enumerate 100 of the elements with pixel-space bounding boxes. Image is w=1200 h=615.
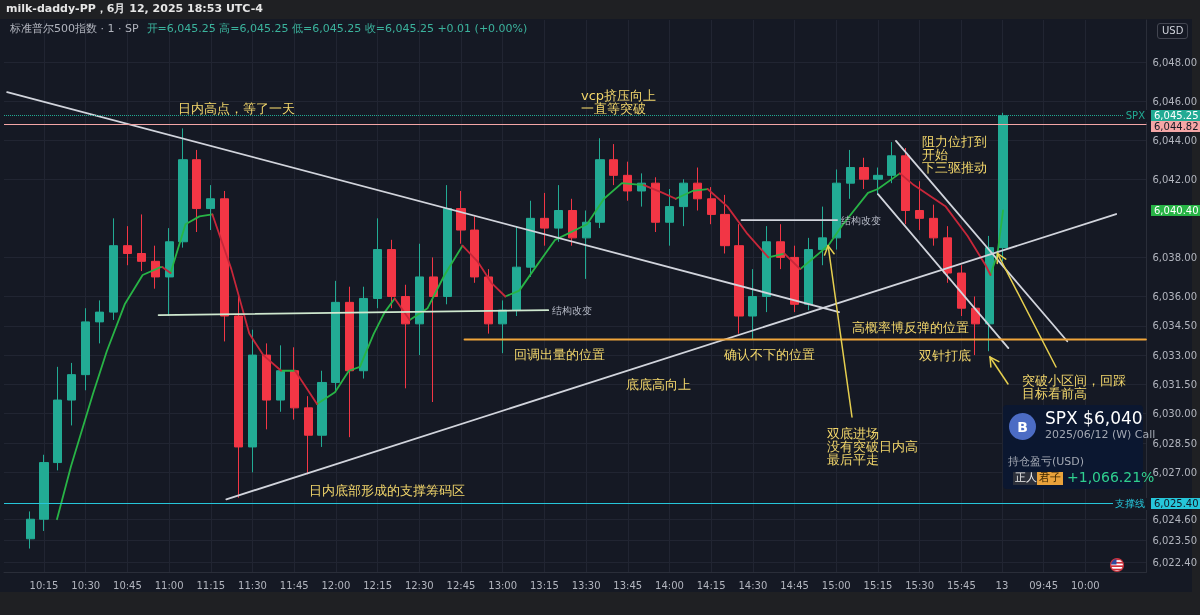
ref-line-label: SPX [1123,109,1147,122]
candlestick [540,192,549,247]
candlestick [345,286,354,438]
x-tick-label: 13:45 [613,579,643,591]
candlestick [943,225,952,284]
candlestick [304,395,313,475]
x-tick-label: 10:30 [71,579,101,591]
x-tick-label: 14:30 [738,579,768,591]
y-axis-title: USD [1157,23,1189,39]
x-tick-label: 11:15 [196,579,226,591]
annotation: 君子 [1037,471,1063,485]
candlestick [151,245,160,290]
annotation: 正人 [1013,471,1039,485]
candlestick [317,370,327,448]
text: milk-daddy-PP，6月 12, 2025 18:53 UTC-4 [6,2,263,16]
y-tick-label: 6,031.50 [1152,378,1197,390]
x-tick-label: 15:30 [905,579,935,591]
candlestick [526,200,535,278]
candlestick [484,268,493,335]
y-tick-label: 6,048.00 [1152,56,1197,68]
annotation: vcp挤压向上一直等突破 [581,88,657,116]
candlestick [248,329,257,473]
annotation: 突破小区间，回踩目标看前高 [1022,373,1126,401]
annotation: 双底进场没有突破日内高最后平走 [827,426,918,467]
y-tick-label: 6,023.50 [1152,535,1197,547]
y-tick-label: 6,045.25 [1151,110,1200,122]
chart-subtitle: 开=6,045.25 高=6,045.25 低=6,045.25 收=6,045.25 +0.01 (+0.00%) [146,20,528,36]
candlestick [429,256,438,403]
candlestick [81,307,90,391]
y-tick-label: 6,027.00 [1152,466,1197,478]
candlestick [818,206,827,266]
candlestick [720,194,730,254]
candlestick [39,454,49,532]
x-tick-label: 11:00 [154,579,184,591]
x-tick-label: 11:30 [238,579,267,591]
y-tick-label: 6,024.60 [1152,513,1197,525]
annotation: 回调出量的位置 [514,347,605,362]
candlestick [443,184,452,305]
series-label: 结构改变 [552,304,593,316]
candlestick [234,295,243,499]
candlestick [887,141,896,184]
chart-title: 标准普尔500指数 · 1 · SP [10,20,139,36]
x2-tick-label: 10:00 [1070,579,1100,591]
annotation: B [1017,418,1028,435]
annotation: 底底高向上 [626,377,691,392]
annotation: 日内高点，等了一天 [178,101,295,116]
candlestick [748,268,757,340]
x-tick-label: 10:15 [29,579,59,591]
y-tick-label: 6,046.00 [1152,95,1197,107]
candlestick [53,366,62,471]
candlestick [220,190,229,342]
candlestick [832,168,841,251]
x-tick-label: 12:00 [321,579,351,591]
candlestick [415,243,424,356]
candlestick [609,143,618,186]
candlestick [95,299,104,344]
x-tick-label: 11:45 [279,579,309,591]
candlestick [804,237,813,311]
x-tick-label: 12:30 [404,579,434,591]
x-tick-label: 13:15 [529,579,559,591]
candlestick [846,149,855,200]
candlestick [582,210,591,280]
x-tick-label: 12:45 [446,579,476,591]
annotation: 双针打底 [919,348,971,363]
candlestick [290,346,299,421]
y-tick-label: 6,025.40 [1151,498,1200,510]
candlestick [165,227,174,317]
candlestick [707,186,716,225]
candlestick [595,137,605,229]
candlestick [276,344,285,413]
candlestick [957,264,966,317]
candlestick [262,342,271,430]
y-tick-label: 6,034.50 [1152,320,1197,332]
candlestick [373,217,382,309]
candlestick [623,161,632,202]
x-tick-label: 15:15 [863,579,893,591]
y-tick-label: 6,022.40 [1152,556,1197,568]
candlestick [331,280,340,391]
candlestick [67,362,76,426]
candlestick [192,149,201,233]
x2-tick-label: 13 [995,579,1009,591]
y-tick-label: 6,044.00 [1152,134,1197,146]
candlestick [178,127,188,249]
x-tick-label: 14:00 [655,579,684,591]
candlestick [971,295,980,356]
candlestick [859,157,869,190]
x-tick-label: 15:45 [946,579,976,591]
candlestick [123,225,132,266]
y-tick-label: 6,040.40 [1151,205,1200,216]
x2-tick-label: 09:45 [1029,579,1059,591]
x-tick-label: 14:45 [780,579,809,591]
candlestick [512,225,521,317]
candlestick [915,180,924,231]
candlestick [26,510,35,550]
candlestick [568,198,577,247]
ref-line-label: 支撑线 [1113,497,1147,510]
x-tick-label: 14:15 [696,579,726,591]
candlestick [693,167,702,212]
annotation: 持仓盈亏(USD) [1008,455,1085,469]
y-tick-label: 6,044.82 [1151,121,1200,133]
